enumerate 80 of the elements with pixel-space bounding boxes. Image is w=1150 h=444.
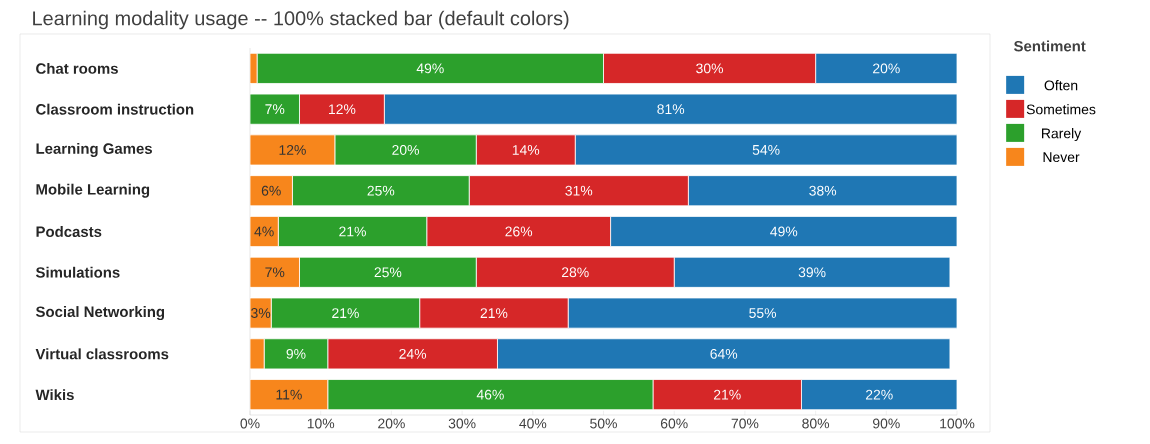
data-label: 20%	[873, 63, 900, 74]
data-label: 3%	[251, 308, 271, 318]
bar	[256, 52, 604, 84]
data-label: 24%	[399, 348, 427, 359]
bar	[610, 216, 958, 247]
bar	[687, 175, 958, 207]
data-label: 9%	[286, 348, 306, 359]
bar	[574, 134, 958, 166]
y-tick-label: Social Networking	[35, 306, 165, 321]
y-tick-label: Virtual classrooms	[35, 348, 169, 360]
x-tick-label: 60%	[660, 418, 688, 429]
data-label: 49%	[416, 63, 444, 74]
legend-label: Often	[1044, 80, 1078, 91]
data-label: 38%	[809, 185, 837, 196]
data-label: 21%	[332, 308, 359, 318]
data-label: 20%	[392, 144, 419, 155]
data-label: 64%	[710, 348, 738, 359]
data-label: 11%	[276, 389, 302, 400]
data-label: 21%	[713, 389, 741, 400]
data-label: 25%	[374, 267, 402, 278]
bar	[475, 134, 576, 166]
data-label: 26%	[505, 226, 533, 237]
bar	[327, 379, 654, 411]
bar	[277, 216, 428, 247]
data-label: 7%	[265, 104, 285, 115]
data-label: 21%	[480, 308, 508, 318]
bar	[567, 297, 958, 329]
bar	[815, 52, 958, 84]
legend-label: Sometimes	[1026, 104, 1096, 115]
data-label: 31%	[565, 185, 593, 196]
bar	[673, 256, 951, 288]
x-tick-label: 30%	[448, 418, 476, 429]
y-tick-label: Classroom instruction	[36, 103, 194, 115]
data-label: 39%	[798, 267, 826, 278]
bar	[250, 379, 329, 411]
data-label: 54%	[752, 145, 780, 155]
data-label: 21%	[339, 226, 366, 237]
data-label: 46%	[476, 389, 504, 400]
bar	[419, 297, 569, 329]
y-tick-label: Chat rooms	[36, 62, 118, 74]
bar	[299, 256, 477, 288]
data-label: 22%	[865, 389, 893, 400]
bar	[383, 93, 958, 125]
data-label: 25%	[367, 185, 395, 196]
data-label: 81%	[657, 104, 685, 115]
x-tick-label: 0%	[240, 418, 260, 429]
bar	[334, 134, 477, 166]
y-tick-label: Podcasts	[36, 226, 102, 237]
bar	[801, 379, 958, 411]
legend-label: Rarely	[1042, 128, 1082, 142]
chart-title: Learning modality usage -- 100% stacked bar (default colors)	[33, 10, 569, 30]
x-tick-label: 90%	[873, 418, 900, 429]
data-label: 12%	[279, 145, 306, 155]
bar	[426, 216, 611, 247]
x-tick-label: 50%	[590, 418, 617, 429]
data-label: 30%	[696, 63, 724, 74]
data-label: 28%	[561, 267, 589, 278]
x-tick-label: 80%	[802, 418, 830, 429]
data-label: 7%	[265, 267, 285, 278]
bar	[270, 297, 421, 329]
legend-label: Never	[1043, 152, 1080, 163]
data-label: 14%	[512, 145, 540, 155]
y-tick-label: Simulations	[35, 266, 120, 278]
y-tick-label: Learning Games	[36, 142, 152, 157]
y-tick-label: Wikis	[35, 389, 74, 401]
data-label: 55%	[749, 308, 777, 318]
bar	[497, 338, 951, 370]
y-tick-label: Mobile Learning	[36, 183, 150, 198]
data-label: 6%	[261, 185, 281, 196]
x-tick-label: 100%	[940, 418, 975, 429]
bar	[263, 338, 329, 370]
data-label: 4%	[254, 226, 274, 237]
data-label: 12%	[329, 104, 356, 115]
x-tick-label: 70%	[731, 418, 759, 429]
bar	[292, 175, 470, 207]
x-tick-label: 10%	[307, 418, 335, 429]
legend-title: Sentiment	[1013, 40, 1086, 52]
x-tick-label: 20%	[378, 418, 405, 429]
x-tick-label: 40%	[519, 418, 547, 429]
data-label: 49%	[770, 226, 798, 237]
